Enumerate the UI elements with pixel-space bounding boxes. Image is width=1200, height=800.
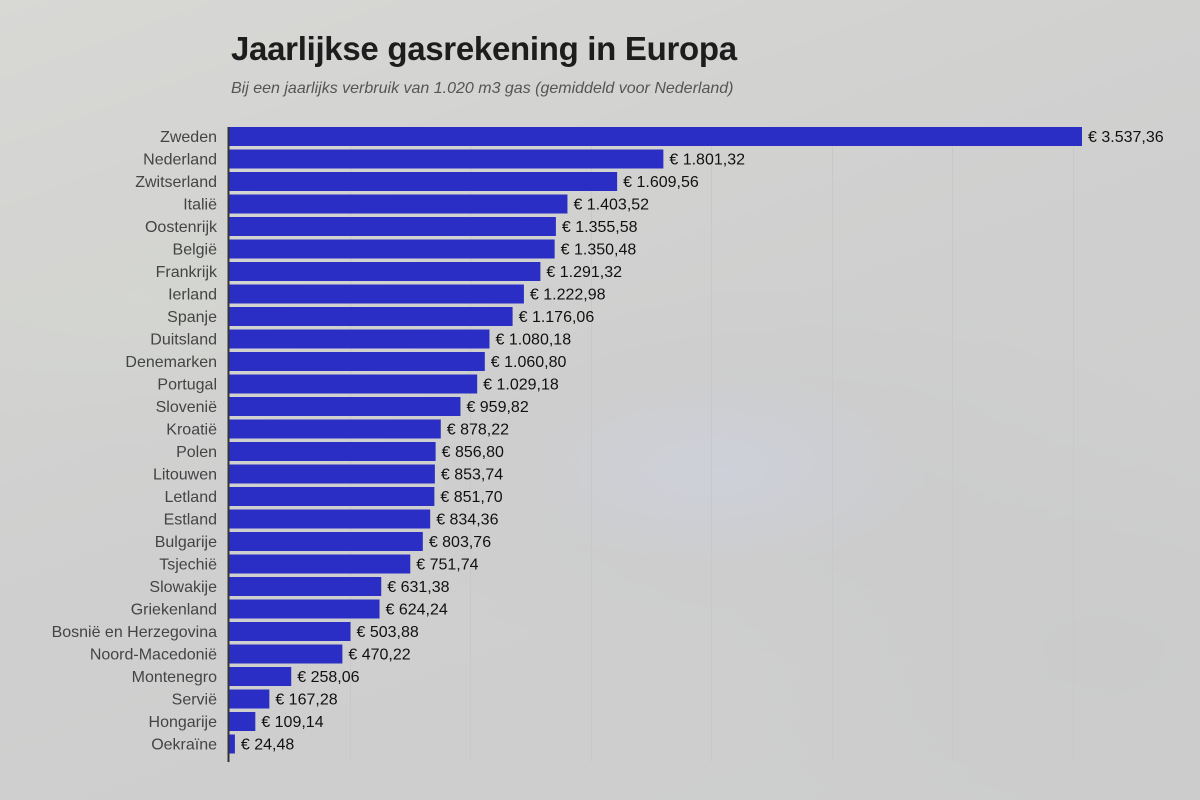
value-label: € 1.060,80 xyxy=(491,354,567,371)
bar xyxy=(229,442,436,461)
category-label: Zwitserland xyxy=(135,174,217,191)
category-label: Frankrijk xyxy=(156,264,218,281)
bar xyxy=(229,329,490,349)
value-label: € 258,06 xyxy=(297,669,359,686)
category-label: Zweden xyxy=(160,129,217,146)
value-label: € 1.609,56 xyxy=(623,174,699,191)
category-label: Denemarken xyxy=(125,354,217,371)
bar xyxy=(229,464,435,484)
bar xyxy=(229,532,423,551)
category-label: Letland xyxy=(165,489,218,506)
category-label: Servië xyxy=(172,692,217,709)
value-label: € 1.355,58 xyxy=(562,219,638,236)
value-label: € 631,38 xyxy=(387,579,449,596)
category-label: Tsjechië xyxy=(159,557,217,574)
category-label: Griekenland xyxy=(131,602,217,619)
bar xyxy=(229,127,1082,146)
value-label: € 24,48 xyxy=(241,737,294,754)
value-label: € 109,14 xyxy=(261,714,323,731)
value-label: € 1.080,18 xyxy=(495,332,571,349)
category-label: Hongarije xyxy=(149,714,218,731)
bar xyxy=(229,667,292,686)
value-label: € 1.029,18 xyxy=(483,377,559,394)
category-label: Ierland xyxy=(168,287,217,304)
category-label: Bulgarije xyxy=(155,534,217,551)
value-label: € 3.537,36 xyxy=(1088,129,1164,146)
value-label: € 851,70 xyxy=(440,489,502,506)
category-label: Italië xyxy=(183,197,217,214)
value-label: € 751,74 xyxy=(416,557,478,574)
chart-title: Jaarlijkse gasrekening in Europa xyxy=(231,30,737,67)
category-label: Noord-Macedonië xyxy=(90,647,217,664)
value-label: € 878,22 xyxy=(447,422,509,439)
value-label: € 1.801,32 xyxy=(669,152,745,169)
category-label: Oostenrijk xyxy=(145,219,218,236)
category-label: Bosnië en Herzegovina xyxy=(52,624,218,641)
bar xyxy=(229,172,618,191)
category-label: België xyxy=(173,242,218,259)
bar xyxy=(229,284,524,304)
category-label: Litouwen xyxy=(153,467,217,484)
category-label: Kroatië xyxy=(166,422,217,439)
value-label: € 1.291,32 xyxy=(546,264,622,281)
category-label: Polen xyxy=(176,444,217,461)
bar xyxy=(229,352,485,371)
value-label: € 834,36 xyxy=(436,512,498,529)
bar xyxy=(229,734,235,754)
bar xyxy=(229,622,351,641)
bar xyxy=(229,217,556,236)
bar xyxy=(229,577,382,596)
bar xyxy=(229,487,435,506)
category-label: Portugal xyxy=(157,377,217,394)
value-label: € 470,22 xyxy=(348,647,410,664)
bar xyxy=(229,712,256,731)
value-label: € 503,88 xyxy=(357,624,419,641)
bar xyxy=(229,194,568,214)
value-label: € 167,28 xyxy=(275,692,337,709)
category-label: Slowakije xyxy=(149,579,217,596)
bar xyxy=(229,149,664,169)
category-label: Montenegro xyxy=(132,669,217,686)
bar xyxy=(229,644,343,664)
value-label: € 1.403,52 xyxy=(573,197,649,214)
bar xyxy=(229,262,541,281)
value-label: € 624,24 xyxy=(386,602,448,619)
category-label: Estland xyxy=(164,512,217,529)
bar xyxy=(229,554,411,574)
category-label: Oekraïne xyxy=(151,737,217,754)
category-label: Nederland xyxy=(143,152,217,169)
value-label: € 1.350,48 xyxy=(561,242,637,259)
bar xyxy=(229,509,431,529)
bar xyxy=(229,307,513,326)
bar xyxy=(229,239,555,259)
chart-subtitle: Bij een jaarlijks verbruik van 1.020 m3 … xyxy=(231,80,734,97)
value-label: € 853,74 xyxy=(441,467,503,484)
category-label: Spanje xyxy=(167,309,217,326)
bar xyxy=(229,689,270,709)
value-label: € 856,80 xyxy=(442,444,504,461)
category-label: Duitsland xyxy=(150,332,217,349)
category-label: Slovenië xyxy=(156,399,217,416)
bar xyxy=(229,599,380,619)
bar xyxy=(229,374,478,394)
value-label: € 1.222,98 xyxy=(530,287,606,304)
value-label: € 959,82 xyxy=(466,399,528,416)
value-label: € 1.176,06 xyxy=(519,309,595,326)
bar xyxy=(229,397,461,416)
bar xyxy=(229,419,441,439)
value-label: € 803,76 xyxy=(429,534,491,551)
